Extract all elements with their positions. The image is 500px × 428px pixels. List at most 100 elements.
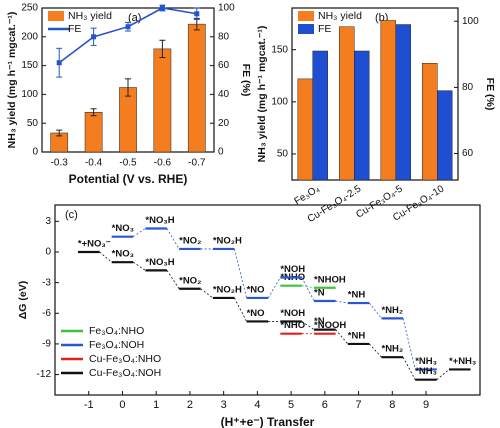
connector xyxy=(301,285,315,289)
connector xyxy=(99,251,112,263)
bar xyxy=(187,23,206,153)
y-axis-label: NH₃ yield (mg h⁻¹ mgcat.⁻¹) xyxy=(256,26,268,163)
level-label: *NOOH xyxy=(314,320,346,331)
level-label: *N xyxy=(314,316,325,327)
y-tick-label: 250 xyxy=(21,3,38,14)
bar xyxy=(119,87,137,153)
bar xyxy=(312,50,328,181)
connector xyxy=(335,329,349,345)
legend-label: NH₃ yield xyxy=(68,10,112,22)
level-label: *NHOH xyxy=(314,274,346,285)
x-tick-label: 7 xyxy=(356,399,362,411)
y2-tick-label: 60 xyxy=(218,60,230,71)
y-tick-label: 0 xyxy=(32,147,38,158)
y-tick-label: 3 xyxy=(45,216,51,227)
y-axis-label: NH₃ yield (mg h⁻¹ mgcat.⁻¹) xyxy=(6,12,18,149)
level-label: *NO₂H xyxy=(213,284,242,295)
level-label: *NHO xyxy=(280,320,305,331)
level-label: *NH₃ xyxy=(415,366,437,377)
level-label: *NO₃H xyxy=(145,215,174,226)
connector xyxy=(234,297,247,322)
x-tick-label: -1 xyxy=(84,399,94,411)
y-tick-label: 0 xyxy=(45,247,51,258)
x-tick-label: Fe₃O₄ xyxy=(292,183,321,207)
legend-label: Fe₃O₄:NHO xyxy=(89,325,144,337)
connector xyxy=(234,248,247,299)
y2-tick-label: 80 xyxy=(218,31,230,42)
level-label: *NOH xyxy=(280,264,305,275)
y-tick-label: 150 xyxy=(271,44,288,55)
y-tick-label: 100 xyxy=(271,96,288,107)
y2-tick-label: 0 xyxy=(218,147,224,158)
legend-swatch xyxy=(48,11,64,21)
level-label: *NO₃ xyxy=(112,223,134,234)
y-axis-label: ΔG (eV) xyxy=(17,281,29,319)
level-label: *NH₃ xyxy=(415,356,437,367)
level-label: *NO₂ xyxy=(179,235,201,246)
level-label: *+NO₃⁻ xyxy=(78,239,111,250)
marker xyxy=(125,24,131,30)
x-tick-label: 5 xyxy=(288,399,294,411)
y2-tick-label: 80 xyxy=(462,82,474,93)
connector xyxy=(369,302,382,319)
level-label: *NO xyxy=(247,284,265,295)
legend-label: Fe₃O₄:NOH xyxy=(89,339,144,351)
legend-label: Cu-Fe₃O₄:NHO xyxy=(89,353,161,365)
bar xyxy=(339,26,355,181)
x-tick-label: 0 xyxy=(119,399,125,411)
panel-label: (c) xyxy=(65,209,78,221)
x-tick-label: -0.6 xyxy=(154,158,172,169)
x-axis-label: (H⁺+e⁻) Transfer xyxy=(221,415,315,428)
y2-axis-label: FE (%) xyxy=(484,78,496,111)
marker xyxy=(194,11,200,17)
y-tick-label: -6 xyxy=(42,308,51,319)
y-tick-label: -3 xyxy=(42,277,51,288)
level-label: *NH xyxy=(348,290,366,301)
x-tick-label: 1 xyxy=(153,399,159,411)
x-tick-label: -0.4 xyxy=(85,158,103,169)
connector xyxy=(200,288,214,299)
x-tick-label: 9 xyxy=(423,399,429,411)
x-tick-label: 2 xyxy=(187,399,193,411)
level-label: *NH₂ xyxy=(382,305,404,316)
connector xyxy=(133,261,146,271)
x-tick-label: 8 xyxy=(389,399,395,411)
legend-swatch xyxy=(298,24,314,34)
y-tick-label: 150 xyxy=(21,60,38,71)
y-tick-label: -12 xyxy=(37,369,52,380)
y2-tick-label: 60 xyxy=(462,148,474,159)
connector xyxy=(369,343,382,358)
y-tick-label: 50 xyxy=(27,118,39,129)
connector xyxy=(267,277,281,299)
x-tick-label: 6 xyxy=(322,399,328,411)
level-label: *NO₃ xyxy=(112,249,134,260)
level-label: *NO xyxy=(247,308,265,319)
level-label: *+NH₃ xyxy=(449,356,476,367)
connector xyxy=(301,321,315,330)
y-tick-label: 200 xyxy=(21,31,38,42)
level-label: *N xyxy=(314,288,325,299)
x-tick-label: 3 xyxy=(221,399,227,411)
x-tick-label: -0.3 xyxy=(51,158,69,169)
bar xyxy=(395,24,411,181)
connector xyxy=(133,228,146,237)
legend-label: FE xyxy=(318,23,331,35)
connector xyxy=(402,357,416,380)
x-tick-label: 4 xyxy=(254,399,260,411)
y-tick-label: -9 xyxy=(42,339,51,350)
y-tick-label: 100 xyxy=(21,89,38,100)
x-tick-label: -0.7 xyxy=(188,158,206,169)
marker xyxy=(56,60,62,66)
legend-label: Cu-Fe₃O₄:NOH xyxy=(89,367,161,379)
bar xyxy=(153,48,172,153)
bar xyxy=(380,20,396,181)
bar xyxy=(437,90,453,181)
y2-tick-label: 100 xyxy=(218,3,235,14)
connector xyxy=(436,369,450,380)
plot-frame xyxy=(291,7,459,181)
y2-tick-label: 40 xyxy=(218,89,230,100)
connector xyxy=(402,318,416,370)
level-label: *NH₂ xyxy=(382,344,404,355)
bar xyxy=(354,50,370,181)
